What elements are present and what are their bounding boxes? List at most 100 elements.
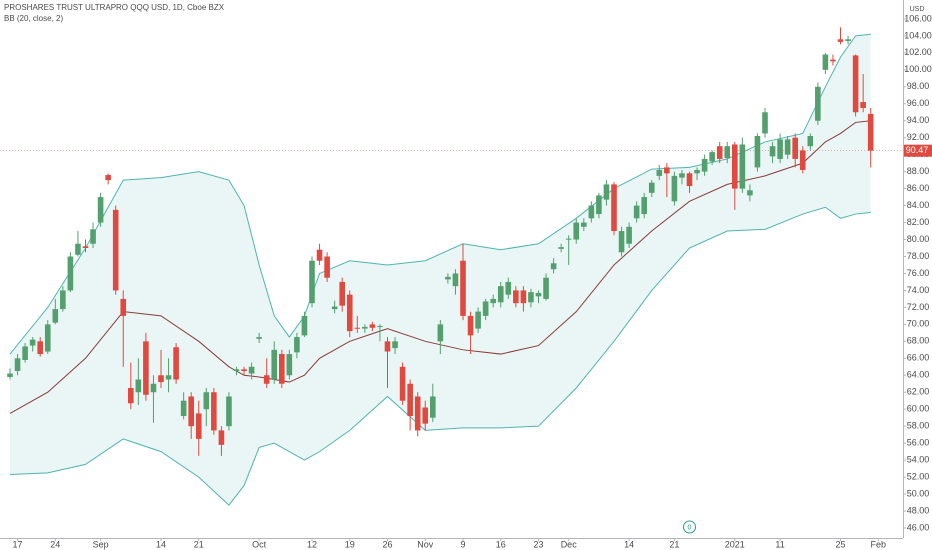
- candle-body: [837, 39, 844, 42]
- candle-body: [799, 150, 806, 170]
- candle-body: [513, 290, 519, 304]
- y-tick-label: 64.00: [907, 370, 930, 380]
- y-tick-label: 80.00: [907, 234, 930, 244]
- candle-body: [414, 396, 421, 431]
- currency-label: USD: [910, 6, 925, 13]
- x-tick-label: 23: [533, 539, 543, 549]
- candle-body: [218, 430, 225, 445]
- candle-body: [128, 387, 134, 404]
- y-tick-label: 74.00: [907, 285, 930, 295]
- x-tick-label: 14: [156, 539, 166, 549]
- candle-body: [75, 243, 81, 255]
- x-tick-label: 26: [382, 539, 392, 549]
- y-tick-label: 92.00: [907, 132, 930, 142]
- candle-body: [165, 375, 172, 380]
- candle-body: [195, 413, 202, 439]
- candle-body: [754, 136, 761, 168]
- candle-body: [384, 341, 391, 352]
- candle-body: [815, 86, 821, 121]
- y-tick-label: 54.00: [907, 454, 930, 464]
- x-tick-label: 21: [669, 539, 679, 549]
- candle-body: [392, 341, 398, 349]
- candle-body: [7, 373, 13, 377]
- candle-body: [241, 369, 247, 372]
- candle-body: [105, 175, 111, 181]
- y-tick-label: 94.00: [907, 115, 930, 125]
- candle-body: [732, 144, 738, 189]
- y-tick-label: 70.00: [907, 319, 930, 329]
- candle-body: [716, 146, 723, 159]
- x-tick-label: 21: [194, 539, 204, 549]
- candle-body: [626, 226, 632, 244]
- x-tick-label: 17: [13, 539, 23, 549]
- candle-body: [362, 326, 368, 329]
- x-tick-label: 2021: [725, 539, 745, 549]
- candle-body: [203, 392, 210, 410]
- y-tick-label: 50.00: [907, 488, 930, 498]
- y-tick-label: 100.00: [904, 64, 932, 74]
- upper-band: [9, 33, 871, 355]
- lower-band: [9, 206, 871, 506]
- candle-body: [830, 59, 836, 62]
- candle-body: [656, 169, 663, 176]
- candle-body: [112, 209, 119, 291]
- candle-body: [747, 190, 753, 196]
- candle-body: [709, 152, 715, 162]
- candle-body: [792, 137, 798, 159]
- candle-body: [762, 112, 768, 134]
- candle-body: [535, 292, 542, 297]
- x-tick-label: Oct: [252, 539, 267, 549]
- y-tick-label: 52.00: [907, 471, 930, 481]
- candle-body: [769, 146, 776, 157]
- y-tick-label: 84.00: [907, 200, 930, 210]
- candle-body: [777, 139, 783, 159]
- middle-band: [9, 120, 871, 414]
- candle-body: [90, 229, 96, 244]
- candle-body: [301, 315, 308, 336]
- y-tick-label: 66.00: [907, 353, 930, 363]
- candle-body: [14, 358, 21, 372]
- candle-body: [558, 247, 564, 249]
- y-tick-label: 68.00: [907, 336, 930, 346]
- candle-body: [618, 231, 625, 253]
- candle-body: [135, 379, 142, 393]
- candle-body: [52, 309, 59, 323]
- candle-body: [694, 169, 700, 174]
- y-tick-label: 48.00: [907, 505, 930, 515]
- y-tick-label: 96.00: [907, 98, 930, 108]
- candle-body: [316, 249, 323, 261]
- candle-body: [248, 366, 255, 374]
- candle-body: [860, 102, 866, 109]
- indicator-label: BB (20, close, 2): [4, 14, 63, 23]
- candle-body: [67, 256, 74, 291]
- candle-body: [399, 366, 406, 401]
- candle-body: [445, 276, 451, 280]
- y-tick-label: 56.00: [907, 438, 930, 448]
- candle-body: [60, 290, 66, 310]
- candle-body: [377, 326, 383, 328]
- candle-body: [739, 144, 746, 189]
- y-tick-label: 58.00: [907, 421, 930, 431]
- candle-body: [701, 158, 708, 172]
- y-tick-label: 62.00: [907, 387, 930, 397]
- last-price-tag: [904, 144, 932, 157]
- candle-body: [143, 341, 149, 395]
- candle-body: [686, 173, 693, 187]
- candle-body: [29, 339, 36, 346]
- candle-body: [603, 184, 610, 200]
- candle-body: [852, 55, 859, 113]
- y-tick-label: 72.00: [907, 302, 930, 312]
- candle-body: [339, 281, 345, 306]
- candle-body: [173, 347, 179, 380]
- candle-body: [505, 281, 512, 295]
- plot-area: [0, 27, 903, 506]
- x-tick-label: Sep: [93, 539, 109, 549]
- x-tick-label: 19: [345, 539, 355, 549]
- candle-body: [822, 54, 829, 70]
- candle-body: [369, 324, 376, 328]
- x-tick-label: 9: [460, 539, 465, 549]
- x-tick-label: 25: [835, 539, 845, 549]
- candle-body: [596, 195, 602, 215]
- y-tick-label: 102.00: [904, 47, 932, 57]
